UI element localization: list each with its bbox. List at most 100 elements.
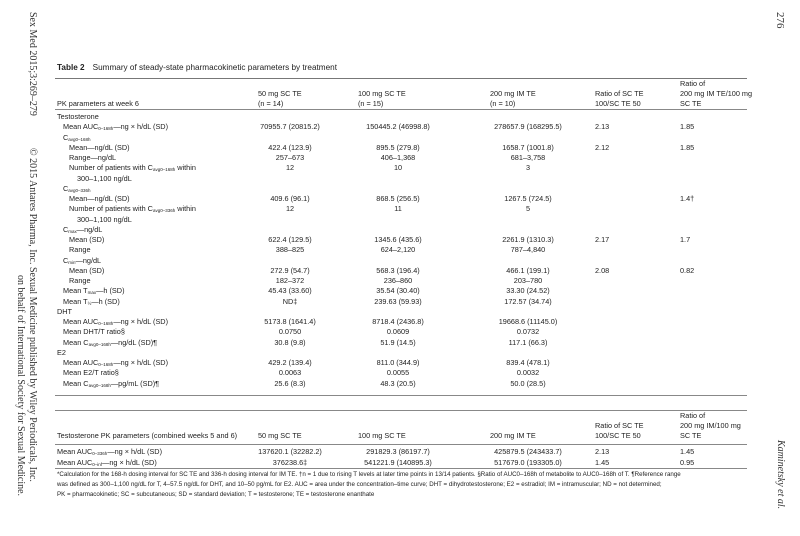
cell-c2: 239.63 (59.93) — [374, 296, 422, 306]
cell-c2: 406–1,368 — [380, 153, 416, 162]
table-row: Range—ng/dL 257–673 406–1,368 681–3,758 — [0, 153, 800, 164]
row-label-text: Mean AUC — [63, 122, 99, 132]
cell-r1: 2.13 — [595, 447, 610, 456]
table-row: Mean T½—h (SD) ND‡ 239.63 (59.93) 172.57 (3… — [0, 297, 800, 308]
table-row: Mean AUC0–336h—ng × h/dL (SD) 137620.1 (3… — [0, 447, 800, 458]
cell-r2: 1.4† — [680, 194, 695, 203]
cell-c1: 25.6 (8.3) — [274, 378, 306, 388]
table-row: Cmax—ng/dL — [0, 225, 800, 236]
table-row: Mean—ng/dL (SD) 409.6 (96.1) 868.5 (256.5)… — [0, 194, 800, 205]
top-rule — [55, 78, 747, 79]
row-label-subscript: avg0–168h — [152, 167, 176, 173]
row-label: 300–1,100 ng/dL — [77, 174, 132, 184]
cell-c3: 425879.5 (243433.7) — [494, 447, 562, 456]
cell-c1: 12 — [285, 163, 295, 173]
row-label-suffix: —ng × h/dL (SD) — [107, 447, 163, 456]
header-100mg-n: (n = 15) — [358, 99, 384, 108]
cell-c2: 624–2,120 — [380, 245, 416, 255]
cell-r1: 2.08 — [595, 265, 610, 275]
row-label-suffix: —h (SD) — [91, 296, 120, 306]
row-label-subscript: max — [68, 228, 77, 234]
footnote: PK = pharmacokinetic; SC = subcutaneous;… — [57, 491, 375, 498]
header-200mg-label: 200 mg IM TE — [490, 89, 536, 98]
row-label-suffix: —ng × h/dL (SD) — [102, 457, 157, 467]
header-50mg-n: (n = 14) — [258, 99, 284, 108]
row-label-suffix: —ng/dL — [76, 224, 103, 234]
row-label-suffix: —ng/dL (SD)¶ — [110, 337, 158, 347]
table-caption: Table 2 Summary of steady-state pharmacok… — [57, 63, 337, 72]
table-row: Mean AUC0–168h—ng × h/dL (SD) 429.2 (139.… — [0, 358, 800, 369]
cell-r2: 0.82 — [680, 265, 695, 275]
cell-c1: 429.2 (139.4) — [268, 358, 312, 367]
table-row: Mean Cavg0–168h—pg/mL (SD)¶ 25.6 (8.3) 48.… — [0, 379, 800, 390]
row-label-subscript: avg0–168h — [88, 382, 111, 388]
cell-c1: 137620.1 (32282.2) — [258, 447, 322, 456]
row-label-text: Mean AUC — [57, 457, 93, 467]
table-caption-text: Summary of steady-state pharmacokinetic … — [92, 63, 337, 72]
cell-c2: 51.9 (14.5) — [380, 337, 416, 347]
cell-c2: 0.0055 — [386, 368, 410, 378]
row-label: Mean AUC0–168h—ng × h/dL (SD) — [63, 317, 168, 329]
cell-c1: 388–825 — [275, 245, 305, 255]
row-label: Mean—ng/dL (SD) — [69, 194, 130, 204]
row-label-suffix: —pg/mL (SD)¶ — [110, 378, 160, 388]
cell-c2: 895.5 (279.8) — [376, 142, 420, 152]
header2-ratio-1: Ratio of SC TE 100/SC TE 50 — [595, 421, 644, 441]
row-label: Mean E2/T ratio§ — [63, 368, 119, 378]
header2-100mg: 100 mg SC TE — [358, 431, 406, 440]
row-label-text: Number of patients with C — [69, 163, 153, 173]
cell-c1: 182–372 — [275, 276, 305, 285]
row-label: Cmax—ng/dL — [63, 225, 102, 237]
cell-r1: 1.45 — [595, 457, 610, 467]
header-ratio-2-line2: 200 mg IM TE/100 mg — [680, 89, 753, 98]
cell-c3: 50.0 (28.5) — [510, 378, 546, 388]
row-label-text: Mean (SD) — [69, 265, 105, 275]
table-row: Mean Cavg0–168h—ng/dL (SD)¶ 30.8 (9.8) 51.… — [0, 338, 800, 349]
cell-c1: 5173.8 (1641.4) — [264, 317, 316, 326]
cell-c3: 278657.9 (168295.5) — [494, 122, 562, 132]
row-label: Mean AUC0–336h—ng × h/dL (SD) — [57, 447, 162, 459]
row-label: Number of patients with Cavg0–168h withi… — [69, 163, 196, 175]
header2-ratio-1-line1: Ratio of SC TE — [595, 421, 644, 430]
cell-r2: 1.85 — [680, 122, 695, 132]
cell-c2: 35.54 (30.40) — [376, 286, 420, 296]
cell-r1: 2.12 — [595, 142, 610, 152]
footnote: was defined as 300–1,100 ng/dL for T, 4–… — [57, 481, 662, 488]
table-row: 300–1,100 ng/dL — [0, 215, 800, 226]
row-label-suffix: —ng × h/dL (SD) — [113, 358, 169, 367]
cell-c2: 150445.2 (46998.8) — [366, 122, 430, 132]
row-label-text: Mean—ng/dL (SD) — [69, 194, 130, 203]
row-label: Range — [69, 245, 91, 255]
row-label: Mean—ng/dL (SD) — [69, 143, 130, 153]
header2-ratio-2-line2: 200 mg IM/100 mg — [680, 421, 741, 430]
cell-c1: 45.43 (33.60) — [268, 286, 312, 296]
cell-c1: 422.4 (123.9) — [268, 142, 312, 152]
row-label-text: Mean AUC — [63, 358, 99, 367]
row-label-subscript: 0–inf — [92, 461, 103, 467]
row-label-suffix: —ng × h/dL (SD) — [113, 317, 169, 326]
cell-c2: 236–860 — [383, 276, 413, 285]
cell-r2: 1.45 — [680, 447, 695, 456]
cell-c3: 1267.5 (724.5) — [504, 194, 552, 203]
row-label: Mean (SD) — [69, 235, 104, 245]
cell-c1: 70955.7 (20815.2) — [260, 122, 320, 132]
row-label: Mean Cavg0–168h—ng/dL (SD)¶ — [63, 338, 157, 350]
row-label-text: Mean AUC — [57, 447, 93, 456]
table-row: Mean E2/T ratio§ 0.0063 0.0055 0.0032 — [0, 368, 800, 379]
row-label-text: E2 — [57, 347, 66, 357]
cell-c3: 117.1 (66.3) — [508, 337, 548, 347]
cell-c2: 541221.9 (140895.3) — [364, 457, 432, 467]
row-label-text: Mean (SD) — [69, 235, 105, 244]
header-param: PK parameters at week 6 — [57, 99, 139, 108]
row-label-suffix: within — [175, 204, 196, 214]
header-200mg: 200 mg IM TE (n = 10) — [490, 89, 536, 109]
table-row: Number of patients with Cavg0–336h withi… — [0, 204, 800, 215]
row-label-subscript: min — [68, 259, 76, 265]
table-row: Mean (SD) 622.4 (129.5) 1345.6 (435.6) 2261… — [0, 235, 800, 246]
cell-r2: 0.95 — [680, 457, 695, 467]
row-label: Mean Tmax—h (SD) — [63, 286, 125, 298]
row-label-text: C — [63, 132, 69, 142]
row-label-text: C — [63, 183, 69, 193]
cell-c3: 681–3,758 — [510, 153, 546, 162]
